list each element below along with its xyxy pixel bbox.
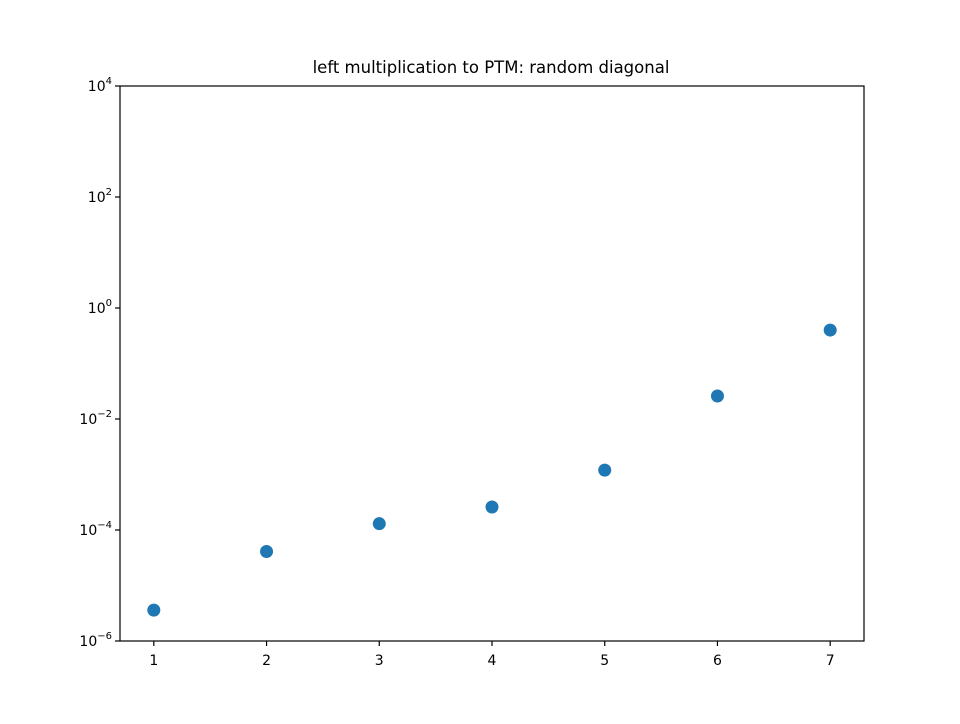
y-tick-base: 10 — [79, 523, 97, 539]
y-tick-exponent: 4 — [106, 76, 112, 87]
y-tick-exponent: 0 — [106, 298, 112, 309]
x-tick-label: 4 — [488, 653, 497, 669]
x-tick-label: 2 — [262, 653, 271, 669]
data-point — [147, 603, 161, 617]
x-tick-label: 7 — [826, 653, 835, 669]
y-tick-base: 10 — [79, 412, 97, 428]
y-tick-label: 102 — [88, 187, 112, 206]
x-tick-label: 3 — [375, 653, 384, 669]
y-tick-exponent: −6 — [97, 631, 112, 642]
data-point — [372, 517, 386, 531]
y-tick-label: 10−6 — [79, 631, 112, 650]
y-tick-base: 10 — [88, 190, 106, 206]
y-tick-exponent: −2 — [97, 409, 112, 420]
y-tick-base: 10 — [88, 79, 106, 95]
data-point — [260, 544, 274, 558]
y-tick-label: 10−2 — [79, 409, 112, 428]
y-tick-base: 10 — [79, 634, 97, 650]
plot-frame — [119, 85, 865, 642]
y-tick-label: 104 — [88, 76, 112, 95]
x-tick-label: 6 — [713, 653, 722, 669]
x-tick-label: 5 — [600, 653, 609, 669]
data-points — [147, 323, 837, 617]
y-tick-exponent: −4 — [97, 520, 112, 531]
data-point — [823, 323, 837, 337]
y-tick-exponent: 2 — [106, 187, 112, 198]
data-point — [485, 500, 499, 514]
y-tick-base: 10 — [88, 301, 106, 317]
data-point — [710, 389, 724, 403]
y-tick-label: 10−4 — [79, 520, 112, 539]
chart-title: left multiplication to PTM: random diago… — [313, 58, 670, 77]
y-tick-label: 100 — [88, 298, 112, 317]
data-point — [598, 463, 612, 477]
x-tick-label: 1 — [149, 653, 158, 669]
